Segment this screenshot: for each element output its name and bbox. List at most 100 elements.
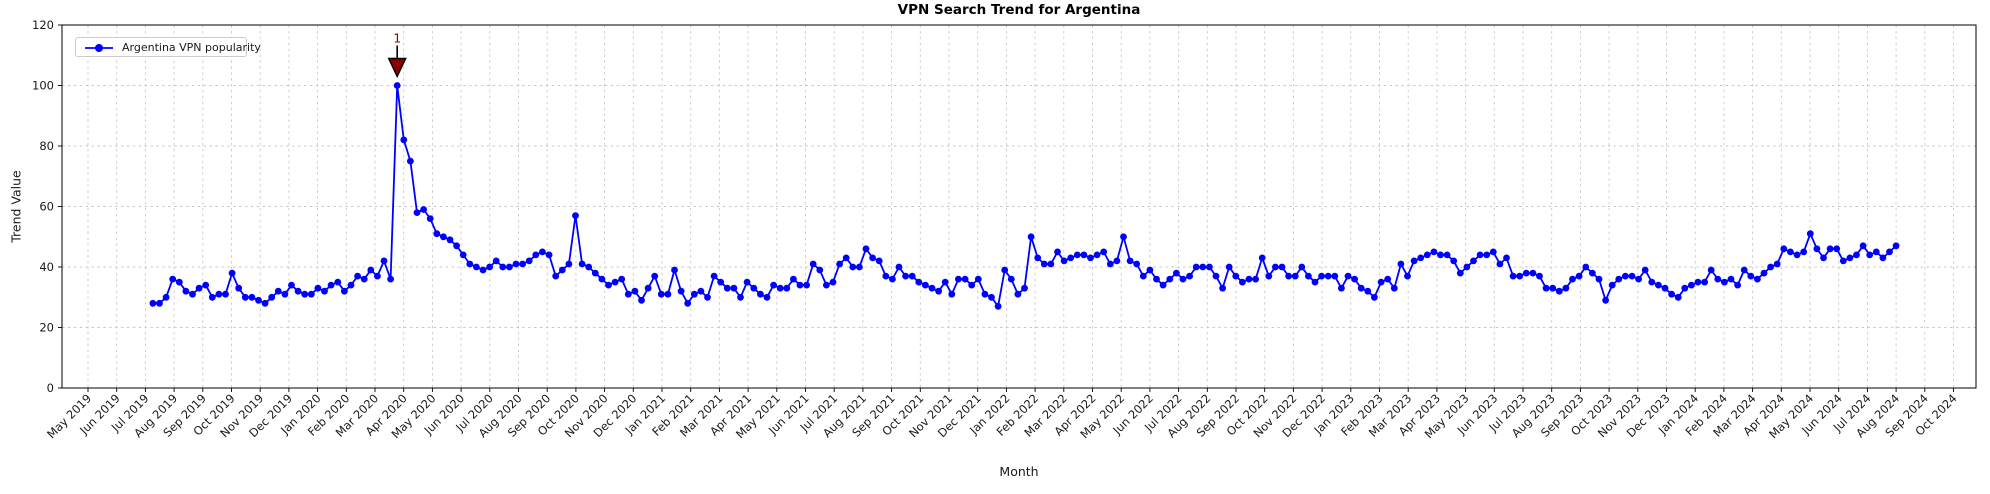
data-point (1688, 281, 1695, 289)
data-point (1047, 260, 1055, 268)
data-point (572, 212, 579, 220)
data-point (294, 287, 302, 295)
data-point (1549, 284, 1557, 292)
data-point (1787, 248, 1794, 256)
data-point (671, 266, 678, 274)
data-point (1073, 251, 1081, 259)
data-point (1641, 266, 1649, 274)
data-point (968, 281, 976, 289)
data-point (1635, 275, 1642, 283)
data-point (994, 302, 1002, 310)
data-point (750, 284, 758, 292)
y-tick-label: 80 (39, 139, 54, 153)
data-point (829, 278, 837, 286)
data-point (182, 287, 190, 295)
data-point (941, 278, 949, 286)
data-point (149, 299, 157, 307)
data-point (1833, 245, 1841, 253)
data-point (1437, 251, 1444, 259)
data-point (1806, 230, 1814, 238)
data-point (1034, 254, 1042, 262)
data-point (1146, 266, 1154, 274)
data-point (757, 290, 764, 298)
data-point (836, 260, 843, 268)
data-point (354, 272, 361, 280)
legend-line-icon (83, 38, 115, 57)
data-point (908, 272, 916, 280)
data-point (558, 266, 566, 274)
data-point (189, 290, 196, 298)
data-point (466, 260, 474, 268)
data-point (1668, 290, 1675, 298)
data-point (776, 284, 784, 292)
data-point (1892, 242, 1900, 250)
data-point (1826, 245, 1834, 253)
data-point (743, 278, 751, 286)
data-point (426, 215, 434, 223)
data-point (1093, 251, 1101, 259)
annotation-label: 1 (393, 31, 401, 46)
data-point (1001, 266, 1009, 274)
data-point (1470, 257, 1477, 265)
data-point (981, 290, 989, 298)
data-point (387, 275, 394, 283)
data-point (1305, 272, 1312, 280)
data-point (1113, 257, 1121, 265)
data-point (1628, 272, 1636, 280)
data-point (407, 157, 414, 165)
data-point (1853, 251, 1860, 259)
data-point (783, 284, 791, 292)
data-point (341, 287, 348, 295)
data-point (717, 278, 725, 286)
legend-box: Argentina VPN popularity (75, 37, 261, 57)
data-point (1721, 278, 1728, 286)
data-point (697, 287, 705, 295)
data-point (664, 290, 672, 298)
data-point (1661, 284, 1669, 292)
data-point (208, 293, 216, 301)
data-point (255, 296, 262, 304)
data-point (195, 284, 203, 292)
data-point (1206, 263, 1213, 271)
data-point (1351, 275, 1358, 283)
data-point (492, 257, 500, 265)
data-point (347, 281, 355, 289)
data-point (1648, 278, 1656, 286)
data-point (446, 236, 454, 244)
data-point (1773, 260, 1781, 268)
data-point (162, 293, 170, 301)
data-point (677, 287, 685, 295)
data-point (1067, 254, 1075, 262)
data-point (1080, 251, 1088, 259)
data-point (1780, 245, 1788, 253)
data-point (479, 266, 487, 274)
data-point (156, 299, 163, 307)
data-point (1866, 251, 1874, 259)
data-point (334, 278, 342, 286)
data-point (1701, 278, 1708, 286)
data-point (545, 251, 553, 259)
data-point (1384, 275, 1392, 283)
data-point (624, 290, 632, 298)
y-tick-label: 20 (39, 321, 54, 335)
data-point (1615, 275, 1623, 283)
data-point (1311, 278, 1319, 286)
data-point (274, 287, 282, 295)
annotation-marker-icon (387, 57, 407, 79)
data-point (790, 275, 797, 283)
plot-border (61, 24, 1977, 389)
data-point (961, 275, 969, 283)
data-point (1813, 245, 1821, 253)
data-point (1021, 284, 1028, 292)
data-point (935, 287, 942, 295)
data-point (1509, 272, 1517, 280)
data-point (1232, 272, 1240, 280)
data-point (459, 251, 467, 259)
data-point (1754, 275, 1761, 283)
data-point (1879, 254, 1887, 262)
data-point (532, 251, 540, 259)
data-point (618, 275, 626, 283)
data-point (1166, 275, 1174, 283)
data-point (1886, 248, 1893, 256)
data-point (1173, 269, 1180, 277)
